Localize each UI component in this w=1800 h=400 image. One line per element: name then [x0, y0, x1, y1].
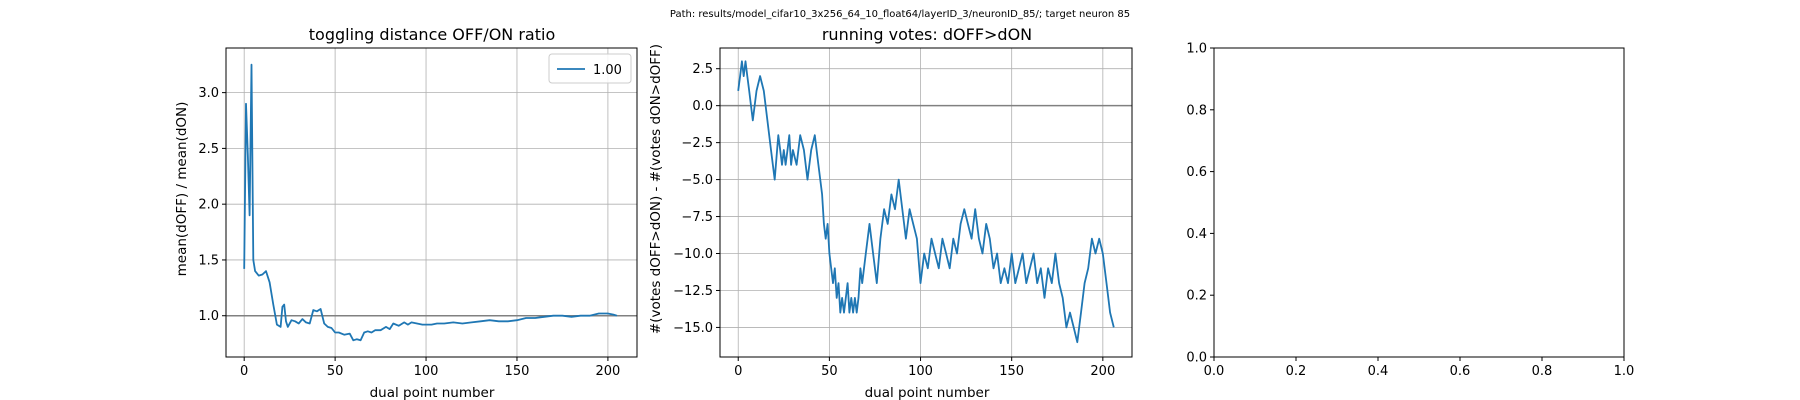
votes-ytick-label: −15.0 [673, 321, 713, 336]
empty-ytick-label: 0.0 [1186, 351, 1207, 366]
ratio-legend-box [548, 53, 632, 84]
votes-ytick-label: −2.5 [681, 136, 713, 151]
empty-ytick-label: 0.8 [1186, 103, 1207, 118]
ratio-ytick-label: 2.0 [198, 198, 219, 213]
ratio-subplot-xlabel: dual point number [370, 385, 495, 400]
votes-ytick-label: 0.0 [692, 99, 713, 114]
votes-series-line [737, 60, 1115, 344]
ratio-subplot-ylabel: mean(dOFF) / mean(dON) [174, 102, 190, 277]
empty-xtick-label: 1.0 [1614, 364, 1635, 379]
empty-ytick-label: 1.0 [1186, 42, 1207, 57]
empty-xtick-label: 0.4 [1368, 364, 1389, 379]
empty-xtick-label: 0.2 [1286, 364, 1307, 379]
ratio-ytick-label: 1.5 [198, 253, 219, 268]
empty-axes-frame [1213, 47, 1625, 358]
empty-xtick-label: 0.0 [1204, 364, 1225, 379]
votes-ytick-label: −7.5 [681, 210, 713, 225]
empty-ytick-label: 0.6 [1186, 165, 1207, 180]
votes-subplot-title: running votes: dOFF>dON [822, 25, 1032, 44]
ratio-series-line [243, 63, 618, 342]
ratio-subplot: toggling distance OFF/ON ratio dual poin… [174, 25, 638, 400]
ratio-ytick-label: 2.5 [198, 142, 219, 157]
ratio-axes-frame [225, 47, 638, 358]
ratio-xtick-label: 100 [414, 364, 439, 379]
votes-ytick-label: −10.0 [673, 247, 713, 262]
ratio-xtick-label: 0 [240, 364, 248, 379]
votes-ytick-label: 2.5 [692, 62, 713, 77]
votes-xtick-label: 150 [999, 364, 1024, 379]
ratio-legend-label: 1.00 [593, 63, 622, 78]
ratio-subplot-title: toggling distance OFF/ON ratio [309, 25, 555, 44]
figure-suptitle: Path: results/model_cifar10_3x256_64_10_… [670, 9, 1130, 20]
empty-subplot: 0.0 0.2 0.4 0.6 0.8 1.0 0.0 0.2 0.4 0.6 0.8 1.0 [1186, 42, 1634, 380]
ratio-ytick-label: 1.0 [198, 309, 219, 324]
ratio-xtick-label: 200 [595, 364, 620, 379]
empty-xtick-label: 0.8 [1532, 364, 1553, 379]
ratio-xtick-label: 50 [327, 364, 344, 379]
votes-xtick-label: 200 [1090, 364, 1115, 379]
votes-subplot: running votes: dOFF>dON dual point numbe… [648, 25, 1133, 400]
votes-subplot-ylabel: #(votes dOFF>dON) - #(votes dON>dOFF) [648, 44, 664, 334]
votes-axes-frame [719, 47, 1133, 358]
ratio-xtick-label: 150 [505, 364, 530, 379]
ratio-ytick-label: 3.0 [198, 86, 219, 101]
votes-xtick-label: 100 [908, 364, 933, 379]
ratio-legend: 1.00 [548, 53, 632, 84]
votes-ytick-label: −12.5 [673, 284, 713, 299]
votes-xtick-label: 0 [734, 364, 742, 379]
empty-ytick-label: 0.2 [1186, 289, 1207, 304]
votes-xtick-label: 50 [821, 364, 838, 379]
empty-ytick-label: 0.4 [1186, 227, 1207, 242]
votes-ytick-label: −5.0 [681, 173, 713, 188]
votes-subplot-xlabel: dual point number [865, 385, 990, 400]
empty-xtick-label: 0.6 [1450, 364, 1471, 379]
